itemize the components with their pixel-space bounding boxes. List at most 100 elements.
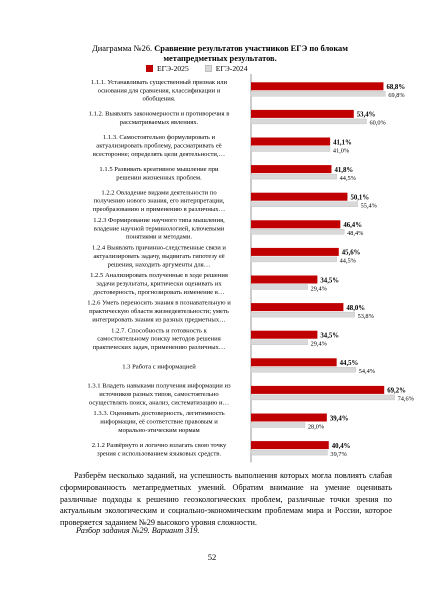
category-label: источников разных типов, самостоятельно — [99, 391, 219, 398]
value-label-2025: 69,2% — [387, 388, 406, 395]
category-label: 1.1.2. Выявлять закономерности и противо… — [89, 111, 230, 118]
page-number: 52 — [207, 552, 217, 562]
value-label-2025: 48,0% — [346, 305, 365, 312]
chart-title: Диаграмма №26. Сравнение результатов уча… — [60, 44, 380, 64]
category-label: 1.1.5 Развивать креативное мышление при — [99, 166, 219, 173]
task-subheading: Разбор задания №29. Вариант 319. — [76, 526, 200, 535]
bar-2025 — [251, 137, 331, 146]
bar-2024 — [250, 229, 345, 235]
category-label: 1.2.2 Овладение видами деятельности по — [101, 189, 217, 196]
value-label-2024: 60,0% — [370, 120, 387, 127]
body-paragraph: Разберём несколько заданий, на успешност… — [60, 471, 392, 528]
category-label: решения, находить аргументы для… — [108, 261, 211, 268]
category-label: рассматриваемых явлениях. — [120, 119, 199, 126]
bar-2025 — [251, 275, 318, 284]
bar-chart: 1.1.1. Устанавливать существенный призна… — [87, 74, 415, 463]
value-label-2025: 34,5% — [320, 333, 339, 340]
value-label-2024: 29,4% — [311, 285, 328, 292]
title-prefix: Диаграмма №26. — [92, 44, 153, 53]
category-label: 1.3 Работа с информацией — [122, 363, 196, 370]
category-label: актуализировать проблему, рассматривать … — [96, 143, 222, 150]
value-label-2025: 41,1% — [333, 139, 352, 146]
bar-2025 — [251, 165, 332, 174]
bar-2024 — [250, 256, 337, 263]
title-bold-2: метапредметных результатов. — [163, 54, 277, 63]
category-label: 1.3.1 Владеть навыками получения информа… — [87, 383, 231, 390]
category-label: достоверность, прогнозировать изменение … — [94, 289, 225, 296]
bar-2024 — [250, 311, 355, 318]
title-bold-1: Сравнение результатов участников ЕГЭ по … — [154, 44, 348, 53]
category-label: 1.2.5 Анализировать полученные в ходе ре… — [90, 272, 228, 279]
category-label: информации, её соответствие правовым и — [100, 419, 218, 426]
legend-label-2024: ЕГЭ-2024 — [215, 64, 248, 73]
bar-2024 — [250, 173, 337, 180]
value-label-2024: 44,5% — [340, 258, 357, 265]
value-label-2024: 41,0% — [333, 147, 350, 154]
bar-2025 — [251, 192, 348, 201]
category-label: актуализировать задачу, выдвигать гипоте… — [93, 253, 224, 260]
bar-2025 — [251, 413, 327, 422]
value-label-2024: 54,4% — [359, 368, 376, 375]
value-label-2025: 39,4% — [330, 415, 349, 422]
value-label-2024: 29,4% — [311, 341, 328, 348]
bar-2024 — [250, 146, 331, 152]
bar-2025 — [251, 358, 337, 367]
bar-2024 — [250, 91, 386, 97]
legend-swatch-2024 — [204, 65, 212, 72]
value-label-2025: 68,8% — [386, 84, 405, 91]
category-label: осуществлять поиск, анализ, систематизац… — [89, 399, 229, 406]
category-label: получению нового знания, его интерпретац… — [94, 198, 225, 205]
category-label: основания для сравнения, классификации и — [98, 87, 221, 94]
value-label-2024: 69,8% — [388, 92, 405, 99]
legend-label-2025: ЕГЭ-2025 — [157, 64, 189, 73]
bar-2024 — [250, 367, 356, 373]
category-label: решении жизненных проблем. — [116, 174, 202, 181]
bar-2025 — [251, 303, 344, 312]
bar-2025 — [251, 109, 354, 118]
bar-2024 — [250, 339, 308, 345]
category-label: 1.2.4 Выявлять причинно-следственные свя… — [92, 245, 226, 252]
bar-2024 — [250, 422, 306, 428]
category-label: всесторонне; определять цели деятельност… — [93, 151, 225, 158]
category-label: морально-этическим нормам — [118, 427, 200, 434]
category-label: обобщения. — [142, 96, 175, 103]
category-label: самостоятельному поиску методов решения — [97, 336, 220, 343]
category-label: 2.1.2 Развёрнуто и логично излагать свою… — [92, 442, 227, 449]
legend-swatch-2025 — [146, 65, 153, 72]
bar-2025 — [251, 247, 339, 256]
value-label-2025: 44,5% — [340, 360, 359, 367]
value-label-2024: 53,8% — [358, 313, 375, 320]
bar-2024 — [250, 449, 328, 456]
value-label-2025: 34,5% — [320, 277, 339, 284]
category-label: владение научной терминологией, ключевым… — [94, 225, 225, 232]
bar-2025 — [251, 220, 341, 229]
value-label-2025: 45,6% — [342, 250, 361, 257]
category-label: практическую области жизнедеятельности; … — [89, 308, 229, 315]
value-label-2025: 50,1% — [350, 195, 369, 202]
category-label: задачи результаты, критически оценивать … — [96, 281, 222, 288]
value-label-2024: 55,4% — [361, 203, 378, 210]
bar-2025 — [251, 82, 384, 91]
value-label-2025: 46,4% — [343, 222, 362, 229]
category-label: преобразованию и применению в различных… — [93, 206, 225, 213]
bar-2024 — [250, 394, 395, 401]
category-label: 1.2.3 Формирование научного типа мышлени… — [93, 217, 225, 224]
category-label: 1.2.6 Уметь переносить знания в познават… — [87, 300, 231, 307]
bar-2025 — [251, 441, 329, 450]
chart-legend: ЕГЭ-2025 ЕГЭ-2024 — [146, 64, 248, 73]
bar-2024 — [250, 201, 358, 207]
category-label: 1.3.3. Оценивать достоверность, легитимн… — [93, 410, 224, 417]
value-label-2025: 40,4% — [332, 443, 351, 450]
value-label-2024: 74,6% — [398, 396, 415, 403]
category-label: зрения с использованием языковых средств… — [97, 450, 221, 457]
category-label: практических задач, применению различных… — [93, 344, 226, 351]
bar-2024 — [250, 284, 308, 290]
category-label: 1.1.1. Устанавливать существенный призна… — [91, 79, 228, 86]
bar-2025 — [251, 330, 318, 339]
value-label-2024: 48,4% — [347, 230, 364, 237]
value-label-2025: 41,8% — [334, 167, 353, 174]
category-label: 1.1.3. Самостоятельно формулировать и — [103, 134, 216, 141]
bar-2025 — [251, 385, 385, 394]
bar-2024 — [250, 118, 367, 125]
category-label: интегрировать знания из разных предметны… — [92, 317, 225, 324]
